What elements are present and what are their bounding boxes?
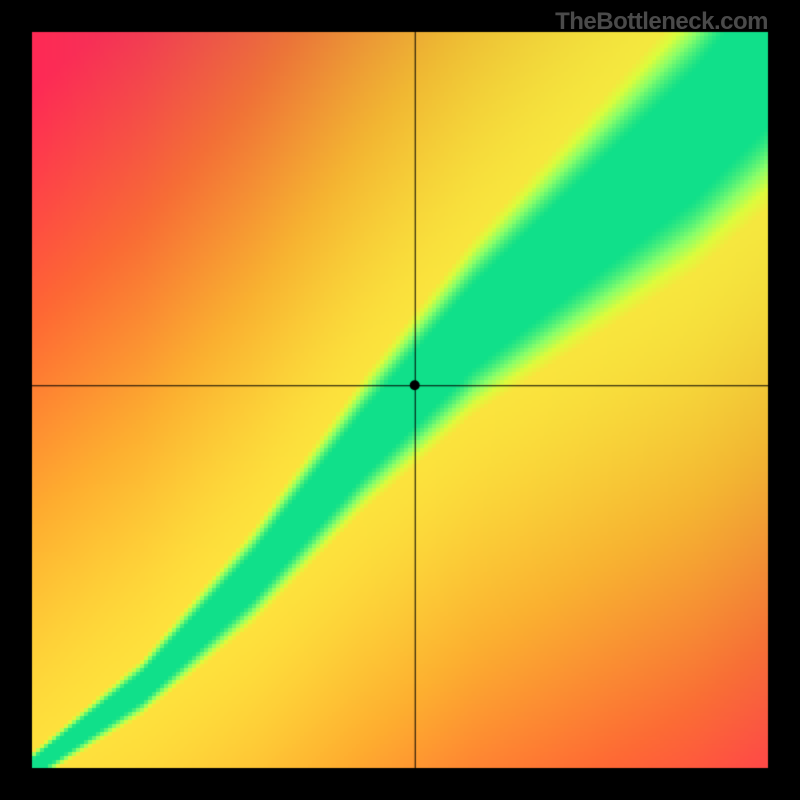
heatmap-canvas bbox=[0, 0, 800, 800]
watermark-text: TheBottleneck.com bbox=[555, 8, 768, 36]
chart-container: { "watermark": "TheBottleneck.com", "cha… bbox=[0, 0, 800, 800]
